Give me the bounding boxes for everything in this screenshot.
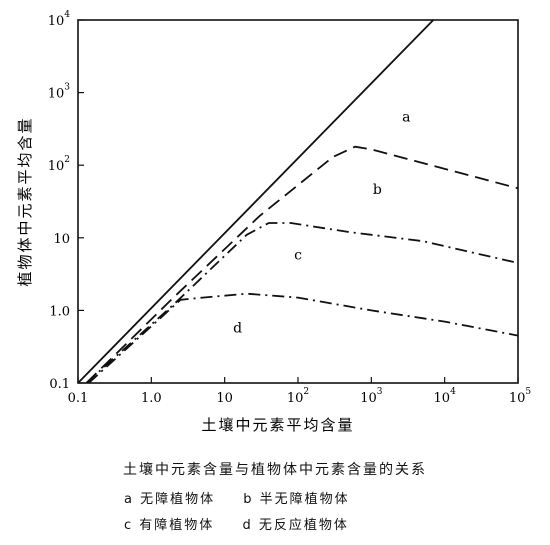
legend-label-c: 有障植物体 bbox=[139, 518, 215, 533]
series-label-a: a bbox=[402, 109, 410, 125]
figure-caption: 土壤中元素含量与植物体中元素含量的关系 bbox=[123, 462, 427, 478]
y-tick-label: 10 bbox=[53, 232, 70, 247]
y-tick-label: 1.0 bbox=[49, 304, 70, 319]
y-tick-label: 104 bbox=[48, 10, 71, 29]
legend-key-d: d bbox=[242, 518, 253, 533]
x-tick-label: 103 bbox=[360, 387, 383, 406]
series-line-c bbox=[85, 222, 519, 384]
plot-frame bbox=[77, 19, 519, 384]
y-tick-label: 102 bbox=[48, 155, 70, 174]
legend-label-a: 无障植物体 bbox=[140, 492, 216, 507]
x-tick-label: 104 bbox=[434, 387, 457, 406]
y-axis-label: 植物体中元素平均含量 bbox=[16, 116, 34, 286]
legend-key-a: a bbox=[124, 492, 134, 507]
x-tick-label: 1.0 bbox=[141, 391, 162, 406]
x-axis-label: 土壤中元素平均含量 bbox=[201, 416, 354, 434]
x-tick-label: 0.1 bbox=[68, 391, 89, 406]
x-tick-label: 102 bbox=[287, 387, 309, 406]
legend-entry-d: d 无反应植物体 bbox=[242, 514, 348, 533]
x-tick-label: 105 bbox=[509, 387, 532, 406]
legend-label-b: 半无障植物体 bbox=[259, 492, 350, 507]
chart: 0.1 1.0 10 102 103 104 105 0.1 1.0 10 102 103 104 a b… bbox=[16, 10, 532, 434]
y-tick-label: 0.1 bbox=[49, 377, 70, 392]
legend-entry-c: c 有障植物体 bbox=[124, 514, 214, 533]
legend-entry-a: a 无障植物体 bbox=[124, 488, 215, 507]
legend-row-2: c 有障植物体 d 无反应植物体 bbox=[124, 514, 371, 533]
legend-row-1: a 无障植物体 b 半无障植物体 bbox=[124, 488, 372, 507]
x-tick-label: 10 bbox=[216, 391, 233, 406]
series-label-b: b bbox=[373, 182, 382, 198]
y-tick-label: 103 bbox=[48, 83, 71, 102]
legend-entry-b: b 半无障植物体 bbox=[243, 488, 349, 507]
legend-label-d: 无反应植物体 bbox=[258, 518, 349, 533]
series-label-d: d bbox=[233, 320, 242, 336]
series-line-a bbox=[77, 19, 434, 384]
series-line-b bbox=[85, 145, 519, 384]
series-line-d bbox=[88, 292, 519, 384]
legend-key-b: b bbox=[243, 492, 254, 507]
series-label-c: c bbox=[294, 248, 302, 264]
legend-key-c: c bbox=[124, 518, 134, 533]
